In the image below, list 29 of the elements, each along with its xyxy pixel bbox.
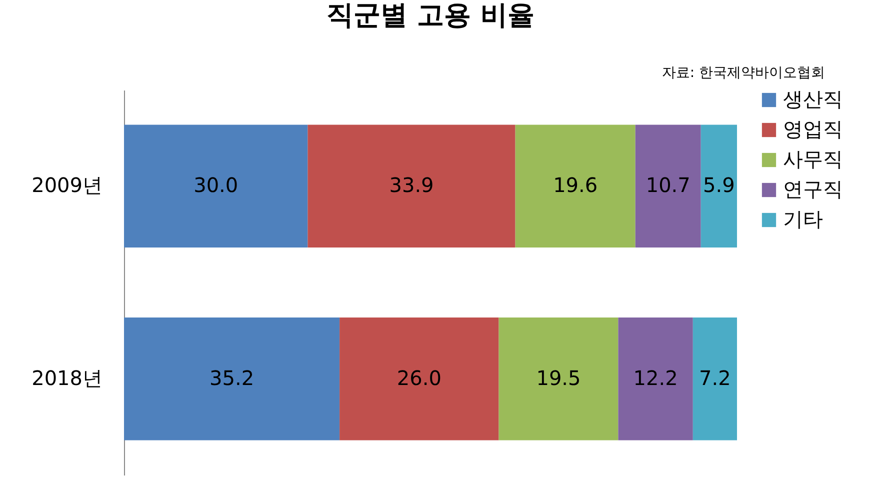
data-label: 35.2 [210, 366, 254, 390]
bar [618, 317, 693, 440]
data-label: 10.7 [646, 173, 690, 198]
bar [700, 124, 737, 248]
legend-label: 기타 [783, 207, 823, 231]
bar [124, 317, 340, 440]
data-label: 12.2 [633, 366, 678, 390]
data-label: 26.0 [396, 366, 442, 390]
data-label: 7.2 [699, 366, 731, 390]
data-label: 19.6 [553, 173, 598, 198]
y-tick-label: 2018년 [32, 366, 102, 390]
legend-label: 연구직 [783, 177, 843, 201]
bar [340, 317, 499, 440]
bar [692, 317, 737, 440]
bar [124, 124, 308, 248]
chart-title: 직군별 고용 비율 [326, 0, 534, 31]
legend-label: 사무직 [783, 147, 843, 171]
legend-label: 영업직 [783, 117, 843, 141]
bar [515, 124, 636, 248]
data-label: 5.9 [703, 173, 735, 198]
bar [498, 317, 618, 440]
legend-label: 생산직 [783, 87, 843, 111]
bar [308, 124, 516, 248]
data-label: 19.5 [536, 366, 581, 390]
y-tick-label: 2009년 [32, 173, 102, 198]
bar [635, 124, 701, 248]
data-label: 30.0 [194, 173, 238, 198]
text: 자료: 한국제약바이오협회 [662, 65, 825, 81]
data-label: 33.9 [389, 173, 434, 198]
